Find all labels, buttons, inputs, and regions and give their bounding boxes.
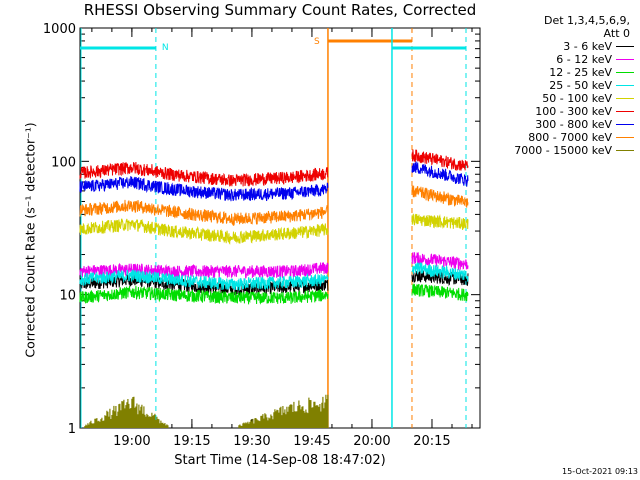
series-line (411, 262, 469, 282)
legend-label: 50 - 100 keV (542, 92, 612, 105)
series-line (79, 273, 329, 296)
legend-label: 12 - 25 keV (549, 66, 612, 79)
night-label: N (162, 43, 169, 53)
y-axis-label: Corrected Count Rate (s⁻¹ detector⁻¹) (22, 122, 38, 358)
y-tick-label: 10 (59, 289, 76, 304)
series-line (411, 283, 469, 302)
series-line (79, 161, 329, 187)
series-12-25keV (79, 283, 469, 305)
x-tick-label: 19:00 (113, 434, 150, 449)
chart-legend: Det 1,3,4,5,6,9, Att 0 3 - 6 keV 6 - 12 k… (482, 14, 634, 157)
legend-swatch (616, 124, 634, 125)
x-tick-label: 19:30 (233, 434, 270, 449)
x-axis-label: Start Time (14-Sep-08 18:47:02) (174, 453, 386, 468)
legend-label: 100 - 300 keV (535, 105, 612, 118)
legend-entry: 100 - 300 keV (482, 105, 634, 118)
legend-swatch (616, 137, 634, 138)
y-tick-label: 100 (51, 155, 76, 170)
legend-label: 25 - 50 keV (549, 79, 612, 92)
series-line (79, 176, 329, 202)
legend-swatch (616, 46, 634, 47)
legend-header-detectors: Det 1,3,4,5,6,9, (543, 14, 630, 27)
series-line (79, 285, 329, 305)
legend-swatch (616, 111, 634, 112)
series-6-12keV (79, 252, 469, 279)
legend-entry: 800 - 7000 keV (482, 131, 634, 144)
legend-entry: 50 - 100 keV (482, 92, 634, 105)
series-50-100keV (79, 213, 469, 245)
plot-frame (79, 27, 481, 429)
legend-swatch (616, 85, 634, 86)
series-300-800keV (79, 161, 469, 202)
y-tick-label: 1000 (43, 22, 76, 37)
legend-entry: 12 - 25 keV (482, 66, 634, 79)
legend-header-attenuator: Att 0 (603, 27, 630, 40)
series-800-7000keV (79, 185, 469, 226)
legend-label: 3 - 6 keV (563, 40, 612, 53)
series-line (79, 199, 329, 226)
legend-label: 300 - 800 keV (535, 118, 612, 131)
legend-swatch (616, 72, 634, 73)
x-tick-label: 19:15 (173, 434, 210, 449)
legend-swatch (616, 98, 634, 99)
generation-timestamp: 15-Oct-2021 09:13 (562, 467, 638, 476)
chart-title: RHESSI Observing Summary Count Rates, Co… (83, 1, 477, 19)
legend-entry: 25 - 50 keV (482, 79, 634, 92)
x-tick-label: 20:00 (353, 434, 390, 449)
series-line (84, 394, 329, 428)
y-tick-label: 1 (68, 422, 76, 437)
series-line (411, 213, 469, 231)
legend-entry: 6 - 12 keV (482, 53, 634, 66)
x-tick-label: 19:45 (293, 434, 330, 449)
legend-swatch (616, 150, 634, 151)
x-tick-label: 20:15 (413, 434, 450, 449)
legend-entry: 300 - 800 keV (482, 118, 634, 131)
legend-entry: 7000 - 15000 keV (482, 144, 634, 157)
series-7000-15000keV (84, 394, 329, 428)
series-25-50keV (79, 262, 469, 291)
series-line (411, 185, 469, 208)
saa-label: S (314, 37, 320, 47)
series-line (411, 149, 469, 171)
legend-entry: 3 - 6 keV (482, 40, 634, 53)
series-line (79, 262, 329, 279)
legend-label: 800 - 7000 keV (528, 131, 612, 144)
series-line (79, 269, 329, 291)
series-line (411, 252, 469, 271)
series-line (411, 161, 469, 187)
series-100-300keV (79, 149, 469, 187)
legend-swatch (616, 59, 634, 60)
legend-label: 6 - 12 keV (556, 53, 612, 66)
legend-label: 7000 - 15000 keV (514, 144, 612, 157)
series-line (79, 217, 329, 245)
